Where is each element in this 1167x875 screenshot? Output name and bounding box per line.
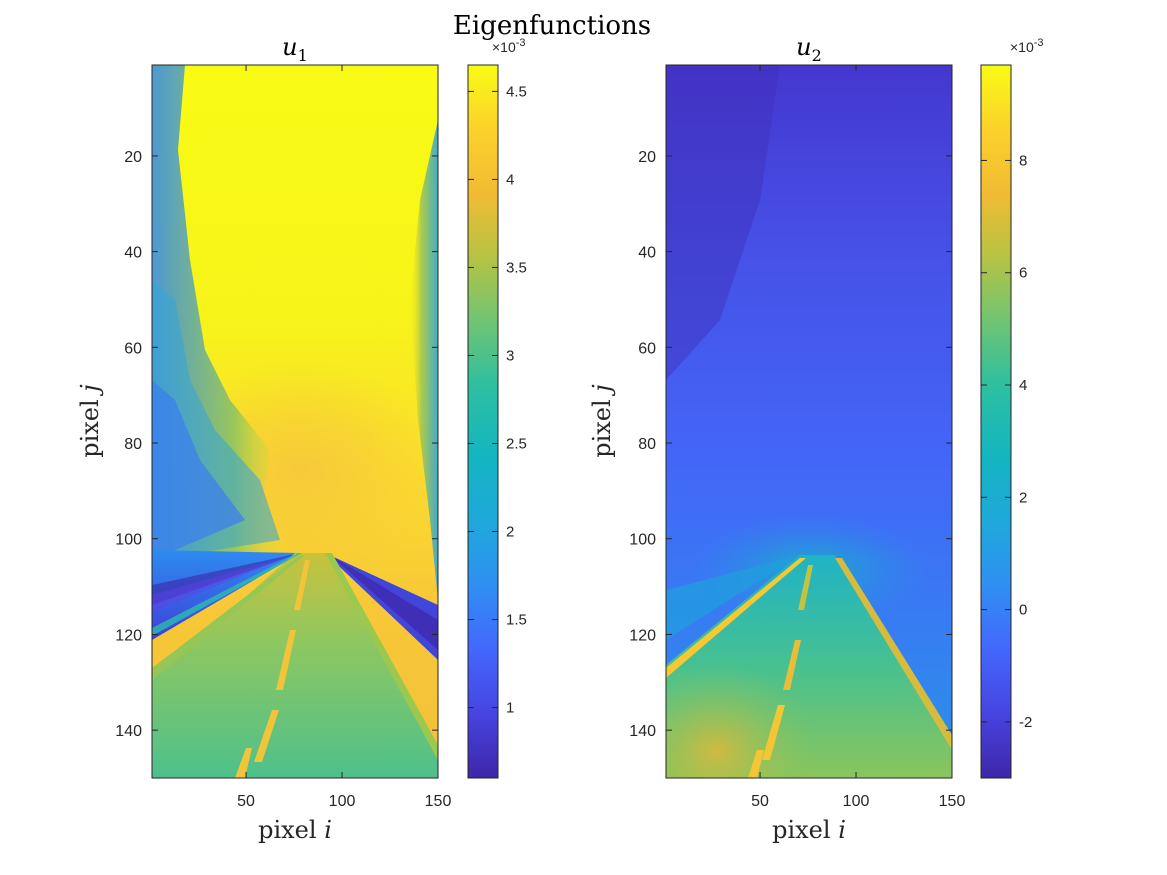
colorbar-tick-label: 3.5 xyxy=(506,259,527,276)
colorbar-tick-label: 4 xyxy=(506,171,514,188)
y-tick-label: 60 xyxy=(638,340,656,357)
ticks-u1: 50 100 150 20 40 60 80 100 120 140 xyxy=(115,65,451,810)
colorbar-u1 xyxy=(467,64,499,779)
colorbar-tick-label: 3 xyxy=(506,347,514,364)
colorbar-tick-label: -2 xyxy=(1019,714,1032,731)
colorbar-tick-label: 4.5 xyxy=(506,83,527,100)
x-axis-label-u1: pixel i xyxy=(258,816,332,844)
colorbar-tick-label: 4 xyxy=(1019,377,1027,394)
x-tick-label: 150 xyxy=(939,793,966,810)
heatmap-u1-image xyxy=(152,65,438,778)
colorbar-tick-label: 6 xyxy=(1019,265,1027,282)
panel-title-u2: u2 xyxy=(796,33,822,65)
colorbar-tick-label: 0 xyxy=(1019,602,1027,619)
y-tick-label: 80 xyxy=(124,436,142,453)
colorbar-ticks-u1: 1 1.5 2 2.5 3 3.5 4 4.5 xyxy=(468,83,527,717)
y-tick-label: 40 xyxy=(124,245,142,262)
y-tick-label: 100 xyxy=(115,532,142,549)
x-tick-label: 100 xyxy=(329,793,356,810)
y-tick-label: 140 xyxy=(629,723,656,740)
x-tick-label: 50 xyxy=(751,793,769,810)
y-tick-label: 120 xyxy=(629,627,656,644)
y-tick-label: 100 xyxy=(629,532,656,549)
y-tick-label: 80 xyxy=(638,436,656,453)
colorbar-tick-label: 2 xyxy=(1019,489,1027,506)
y-tick-label: 120 xyxy=(115,627,142,644)
x-tick-label: 150 xyxy=(425,793,452,810)
figure-title: Eigenfunctions xyxy=(453,11,651,41)
y-tick-label: 60 xyxy=(124,340,142,357)
x-tick-label: 50 xyxy=(237,793,255,810)
colorbar-tick-label: 2.5 xyxy=(506,436,527,453)
colorbar-ticks-u2: -2 0 2 4 6 8 xyxy=(981,152,1032,731)
colorbar-tick-label: 8 xyxy=(1019,152,1027,169)
heatmap-u1: 50 100 150 20 40 60 80 100 120 140 u1 pixel i pix… xyxy=(76,33,527,844)
axes-frame-u2 xyxy=(665,64,953,779)
y-tick-label: 20 xyxy=(638,149,656,166)
ticks-u2: 50 100 150 20 40 60 80 100 120 140 xyxy=(629,65,965,810)
colorbar-exponent-u2: ×10-3 xyxy=(1010,37,1044,55)
colorbar-u2 xyxy=(980,64,1012,779)
colorbar-tick-label: 1 xyxy=(506,700,514,717)
x-axis-label-u2: pixel i xyxy=(772,816,846,844)
x-tick-label: 100 xyxy=(843,793,870,810)
y-axis-label-u2: pixel j xyxy=(588,384,616,458)
axes-frame-u1 xyxy=(151,64,439,779)
colorbar-tick-label: 2 xyxy=(506,524,514,541)
colorbar-exponent-u1: ×10-3 xyxy=(492,37,526,55)
y-tick-label: 40 xyxy=(638,245,656,262)
heatmap-u2-image xyxy=(666,65,952,778)
y-axis-label-u1: pixel j xyxy=(76,384,104,458)
y-tick-label: 20 xyxy=(124,149,142,166)
colorbar-tick-label: 1.5 xyxy=(506,612,527,629)
panel-title-u1: u1 xyxy=(282,33,308,65)
y-tick-label: 140 xyxy=(115,723,142,740)
